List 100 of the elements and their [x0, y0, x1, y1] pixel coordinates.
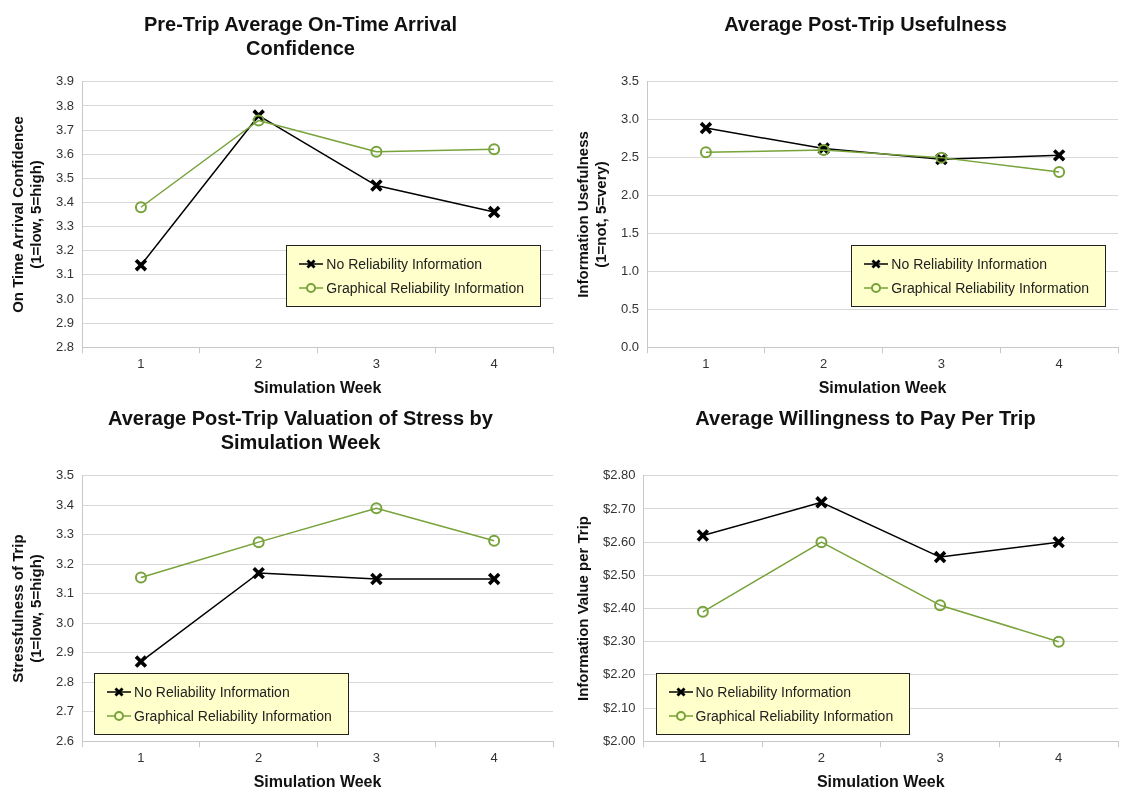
- point: [487, 205, 501, 219]
- x-tick-label: 3: [936, 749, 944, 765]
- chart-title: Pre-Trip Average On-Time Arrival Confidence: [142, 12, 459, 61]
- x-tick-label: 2: [820, 355, 828, 371]
- y-tick-label: 3.8: [55, 97, 75, 113]
- y-tick-label: 1.5: [620, 225, 640, 241]
- point: [134, 258, 148, 272]
- legend-label: Graphical Reliability Information: [134, 707, 332, 727]
- y-tick-label: $2.60: [602, 533, 636, 549]
- point: [699, 146, 712, 159]
- x-tick-label: 1: [699, 749, 707, 765]
- point: [696, 605, 709, 618]
- y-tick-label: 3.5: [55, 169, 75, 185]
- point: [370, 572, 383, 586]
- y-tick-label: $2.10: [602, 699, 636, 715]
- x-tick-label: 4: [490, 355, 498, 371]
- point: [1052, 535, 1065, 549]
- y-axis-title: Stressfulness of Trip (1=low, 5=high): [9, 534, 45, 683]
- y-tick-label: $2.00: [602, 732, 636, 748]
- x-tick-label: 3: [937, 355, 946, 371]
- y-tick-label: 3.2: [55, 242, 75, 258]
- y-tick-label: 0.5: [620, 300, 640, 316]
- y-tick-label: $2.80: [602, 467, 636, 483]
- point: [1053, 166, 1066, 179]
- x-axis-title: Simulation Week: [816, 772, 945, 790]
- x-axis-title: Simulation Week: [818, 378, 947, 396]
- point: [488, 143, 501, 156]
- y-tick-label: 2.7: [55, 703, 75, 719]
- y-tick-label: 2.0: [620, 187, 640, 203]
- y-tick-label: 3.0: [55, 290, 75, 306]
- y-axis-title: Information Usefulness (1=not, 5=very): [574, 131, 610, 298]
- x-tick-label: 1: [137, 355, 145, 371]
- x-tick-label: 1: [137, 749, 145, 765]
- chart-title: Average Willingness to Pay Per Trip: [694, 406, 1037, 431]
- legend-label: No Reliability Information: [326, 255, 482, 275]
- legend-label: Graphical Reliability Information: [326, 279, 524, 299]
- point: [933, 550, 947, 564]
- y-tick-label: $2.30: [602, 633, 636, 649]
- y-tick-label: 0.0: [620, 338, 640, 354]
- chart-title: Average Post-Trip Usefulness: [723, 12, 1008, 37]
- x-axis-title: Simulation Week: [253, 378, 382, 396]
- x-tick-label: 2: [817, 749, 826, 765]
- y-axis-title: Information Value per Trip: [574, 515, 592, 702]
- y-tick-label: 2.6: [55, 732, 75, 748]
- point: [252, 536, 265, 549]
- y-tick-label: 3.1: [55, 266, 75, 282]
- point: [487, 572, 501, 586]
- y-tick-label: 2.8: [55, 338, 75, 354]
- y-tick-label: 3.1: [55, 585, 75, 601]
- x-tick-label: 2: [255, 355, 263, 371]
- x-tick-label: 4: [1055, 355, 1063, 371]
- legend-label: Graphical Reliability Information: [695, 707, 894, 727]
- point: [1052, 149, 1066, 162]
- y-tick-label: 3.5: [55, 467, 75, 483]
- point: [134, 201, 147, 214]
- point: [815, 496, 828, 509]
- y-tick-label: 3.4: [55, 496, 75, 512]
- y-tick-label: 2.5: [620, 149, 640, 165]
- point: [370, 502, 383, 515]
- x-axis-title: Simulation Week: [253, 772, 382, 790]
- legend-label: No Reliability Information: [695, 683, 852, 703]
- point: [370, 179, 383, 192]
- y-tick-label: 2.9: [55, 644, 75, 660]
- point: [699, 121, 713, 135]
- point: [252, 566, 265, 580]
- y-tick-label: $2.40: [602, 600, 636, 616]
- y-tick-label: 3.0: [55, 614, 75, 630]
- y-tick-label: $2.70: [602, 500, 636, 516]
- legend-label: No Reliability Information: [891, 255, 1047, 275]
- point: [488, 534, 501, 547]
- x-tick-label: 4: [1055, 749, 1063, 765]
- point: [134, 571, 147, 584]
- point: [134, 655, 148, 668]
- point: [1052, 635, 1065, 648]
- point: [252, 114, 265, 127]
- x-tick-label: 4: [490, 749, 498, 765]
- y-tick-label: $2.20: [602, 666, 636, 682]
- y-tick-label: 3.3: [55, 526, 75, 542]
- x-tick-label: 1: [702, 355, 710, 371]
- point: [934, 599, 947, 612]
- y-tick-label: 3.6: [55, 145, 75, 161]
- point: [696, 529, 710, 542]
- x-tick-label: 3: [372, 355, 381, 371]
- chart-title: Average Post-Trip Valuation of Stress by Simulation Week: [107, 406, 494, 455]
- legend-label: No Reliability Information: [134, 683, 290, 703]
- y-tick-label: 3.3: [55, 218, 75, 234]
- y-axis-title: On Time Arrival Confidence (1=low, 5=high): [9, 116, 45, 313]
- y-tick-label: 3.7: [55, 121, 75, 137]
- y-tick-label: 3.0: [620, 111, 640, 127]
- y-tick-label: 3.4: [55, 194, 75, 210]
- y-tick-label: 3.2: [55, 555, 75, 571]
- x-tick-label: 2: [255, 749, 263, 765]
- y-tick-label: 2.9: [55, 314, 75, 330]
- y-tick-label: 1.0: [620, 262, 640, 278]
- y-tick-label: $2.50: [602, 566, 636, 582]
- x-tick-label: 3: [372, 749, 381, 765]
- point: [815, 536, 828, 549]
- y-tick-label: 2.8: [55, 673, 75, 689]
- point: [370, 145, 383, 158]
- legend-label: Graphical Reliability Information: [891, 279, 1089, 299]
